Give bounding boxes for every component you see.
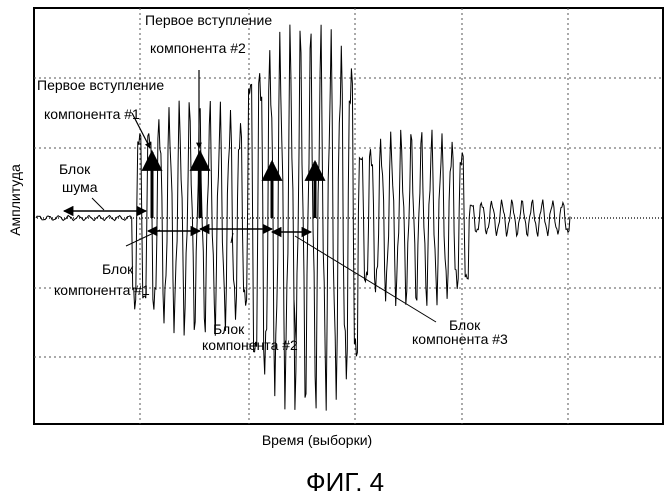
y-axis-label: Амплитуда	[7, 164, 23, 236]
annotation-arrows	[62, 70, 437, 341]
noise-label-pointer	[91, 197, 105, 211]
first-arrival-1-label-line2: компонента #1	[44, 106, 140, 122]
first-arrival-2-label-line1: Первое вступление	[145, 12, 272, 28]
component-block-3-label-line2: компонента #3	[412, 331, 508, 347]
noise-block-label-line1: Блок	[59, 161, 91, 177]
x-axis-label: Время (выборки)	[262, 432, 372, 448]
first-arrival-1-label-line1: Первое вступление	[37, 77, 164, 93]
plot-frame	[33, 7, 664, 425]
first-arrival-1-pointer	[131, 112, 151, 149]
noise-block-label-line2: шума	[62, 179, 98, 195]
component-block-2-label-line2: компонента #2	[202, 337, 298, 353]
component-block-3-label-line1: Блок	[449, 317, 481, 333]
grid	[34, 8, 663, 424]
figure-caption: ФИГ. 4	[306, 467, 384, 497]
component-3-pointer	[294, 235, 437, 323]
component-block-1-label-line2: компонента #1	[54, 282, 150, 298]
component-block-2-label-line1: Блок	[213, 321, 245, 337]
component-2-label-pointer	[293, 299, 297, 341]
component-block-1-label-line1: Блок	[102, 261, 134, 277]
first-arrival-2-label-line2: компонента #2	[150, 40, 246, 56]
component-1-pointer	[125, 229, 161, 247]
component-2-pointer	[230, 232, 234, 244]
series-line	[35, 24, 571, 411]
